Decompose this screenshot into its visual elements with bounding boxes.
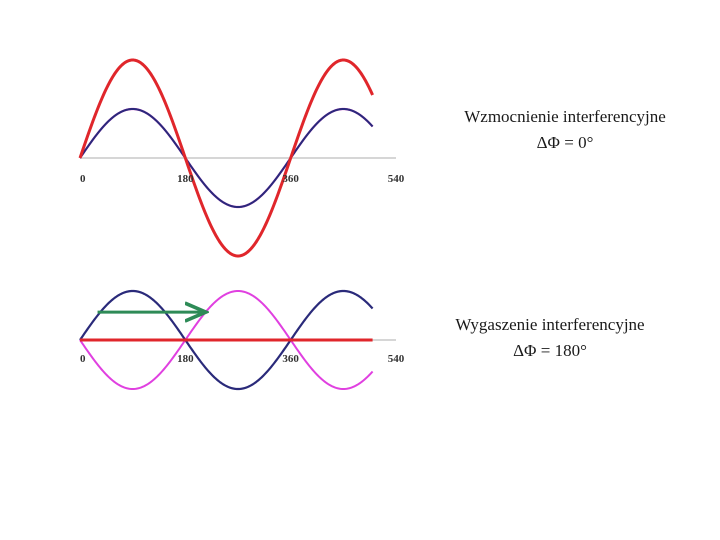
constructive-title: Wzmocnienie interferencyjne bbox=[464, 107, 666, 126]
destructive-caption: Wygaszenie interferencyjne ΔΦ = 180° bbox=[405, 312, 695, 364]
series-line-1 bbox=[79, 289, 374, 391]
x-tick-label: 360 bbox=[282, 353, 299, 365]
x-tick-label: 180 bbox=[177, 173, 194, 185]
x-tick-label: 0 bbox=[80, 353, 86, 365]
constructive-interference-chart: 0 180 360 540 bbox=[78, 58, 405, 258]
destructive-interference-chart: 0 180 360 540 bbox=[79, 289, 405, 391]
x-tick-label: 180 bbox=[177, 353, 194, 365]
series-line-2 bbox=[79, 290, 374, 390]
destructive-title: Wygaszenie interferencyjne bbox=[455, 315, 645, 334]
destructive-phase: ΔΦ = 180° bbox=[513, 341, 587, 360]
x-tick-label: 0 bbox=[80, 173, 86, 185]
constructive-caption: Wzmocnienie interferencyjne ΔΦ = 0° bbox=[420, 104, 710, 156]
series-line-2 bbox=[79, 108, 374, 208]
x-tick-label: 360 bbox=[282, 173, 299, 185]
x-tick-label: 540 bbox=[388, 173, 405, 185]
x-tick-label: 540 bbox=[388, 353, 405, 365]
series-line-3 bbox=[78, 58, 374, 258]
constructive-phase: ΔΦ = 0° bbox=[536, 133, 594, 152]
